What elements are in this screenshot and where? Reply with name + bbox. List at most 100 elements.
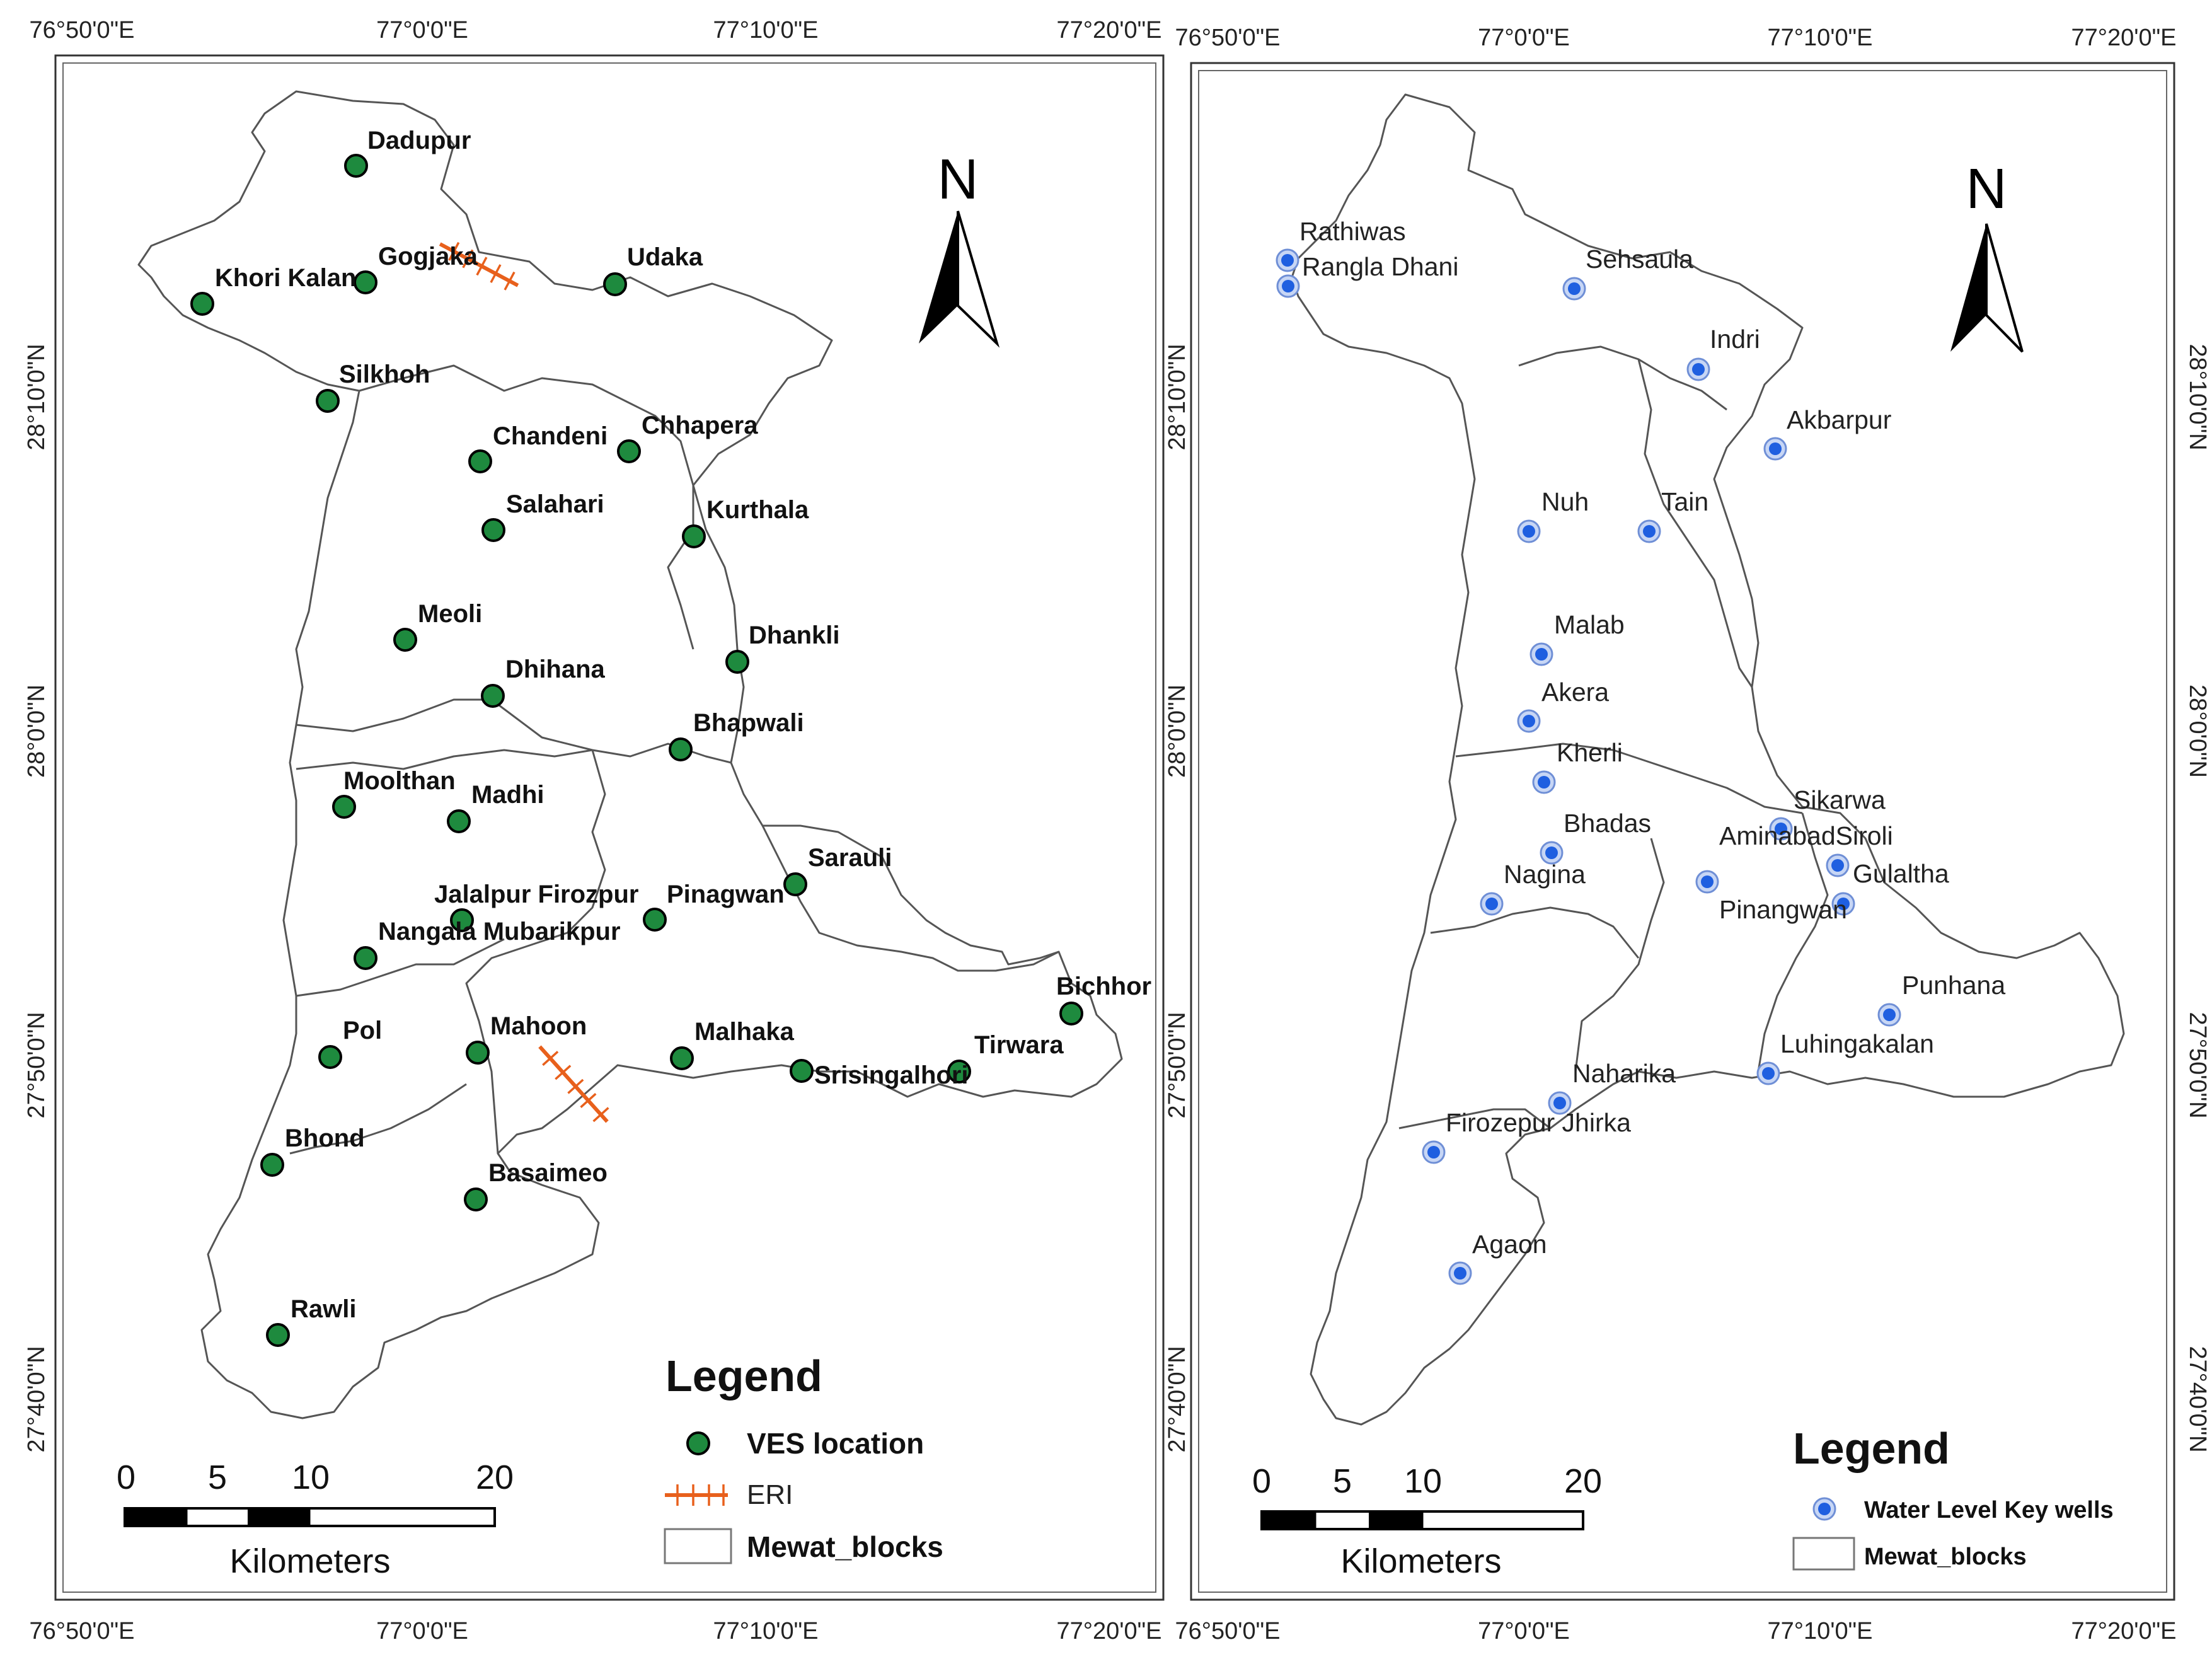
legend-blocks-symbol: [664, 1528, 732, 1564]
ves-label-basaimeo: Basaimeo: [488, 1159, 608, 1187]
legend-eri-label: ERI: [747, 1479, 793, 1510]
ves-point-rawli: Rawli: [266, 1295, 356, 1347]
ves-label-srisingalhori: Srisingalhori: [814, 1061, 969, 1089]
right-bottom-tick-4: 77°20'0"E: [2071, 1618, 2177, 1644]
left-scale-unit: Kilometers: [229, 1542, 390, 1580]
well-point-gulaltha-b: [1831, 892, 1855, 916]
well-points: Rathiwas Rangla Dhani Sehsaula Indri Akb…: [1276, 217, 2005, 1285]
ves-point-chandeni: Chandeni: [468, 422, 608, 473]
ves-point-basaimeo: Basaimeo: [464, 1159, 608, 1211]
right-block-border-6: [1430, 906, 1640, 959]
well-label-akera: Akera: [1541, 678, 1609, 707]
ves-label-bhond: Bhond: [285, 1124, 365, 1152]
ves-point-mahoon: Mahoon: [466, 1012, 587, 1065]
ves-label-nangala-mubarikpur: Nangala Mubarikpur: [378, 918, 621, 945]
right-bottom-tick-1: 76°50'0"E: [1175, 1618, 1281, 1644]
legend-right-blocks-symbol: [1792, 1537, 1855, 1571]
left-top-tick-1: 76°50'0"E: [30, 17, 135, 43]
ves-point-bhond: Bhond: [260, 1124, 365, 1177]
right-top-tick-2: 77°0'0"E: [1478, 25, 1570, 51]
right-lat-tick-3b: 27°50'0"N: [2184, 1012, 2211, 1118]
ves-label-silkhoh: Silkhoh: [339, 361, 430, 388]
left-block-border-4: [465, 749, 606, 1154]
ves-point-silkhoh: Silkhoh: [316, 361, 430, 413]
right-bottom-tick-3: 77°10'0"E: [1768, 1618, 1873, 1644]
ves-label-chhapera: Chhapera: [642, 412, 758, 439]
well-label-rathiwas: Rathiwas: [1299, 217, 1406, 246]
left-scale-10: 10: [292, 1459, 330, 1496]
right-scale-20: 20: [1564, 1462, 1602, 1500]
right-scale-5: 5: [1333, 1462, 1352, 1500]
left-legend-title: Legend: [665, 1351, 822, 1401]
well-point-nagina: Nagina: [1480, 860, 1586, 916]
right-block-border-5: [1757, 812, 1829, 1072]
ves-label-gogjaka: Gogjaka: [378, 243, 478, 270]
well-label-rangla-dhani: Rangla Dhani: [1302, 252, 1458, 281]
well-point-kherli: Kherli: [1532, 738, 1623, 794]
well-point-sehsaula: Sehsaula: [1562, 245, 1693, 301]
legend-ves-label: VES location: [747, 1427, 924, 1460]
left-north-arrow-shape: [919, 211, 958, 344]
left-legend: Legend VES location ERI Mewat_blocks: [664, 1351, 943, 1564]
ves-point-malhaka: Malhaka: [670, 1018, 795, 1070]
ves-point-moolthan: Moolthan: [332, 767, 456, 819]
well-point-naharika: Naharika: [1548, 1059, 1676, 1115]
well-point-akbarpur: Akbarpur: [1763, 405, 1891, 461]
right-map-neatline: [1198, 70, 2167, 1593]
right-lat-tick-4: 27°40'0"N: [1164, 1346, 1190, 1452]
ves-point-dhihana: Dhihana: [481, 656, 606, 708]
eri-line-mahoon: [538, 1045, 609, 1123]
well-label-bhadas: Bhadas: [1564, 809, 1651, 838]
well-label-gulaltha: Gulaltha: [1853, 859, 1949, 888]
right-lat-tick-2b: 28°0'0"N: [2184, 685, 2211, 778]
left-bottom-tick-4: 77°20'0"E: [1057, 1618, 1162, 1644]
ves-point-jalalpur-firozpur: Jalalpur Firozpur: [434, 881, 639, 932]
well-point-sikarwa: Sikarwa: [1769, 785, 1886, 841]
ves-point-pol: Pol: [318, 1017, 382, 1069]
right-block-border-7: [1398, 1108, 1551, 1130]
ves-label-madhi: Madhi: [471, 781, 544, 809]
well-point-indri: Indri: [1686, 325, 1760, 381]
well-label-tain: Tain: [1661, 487, 1708, 516]
left-scale-5: 5: [208, 1459, 227, 1496]
right-lat-tick-4b: 27°40'0"N: [2184, 1346, 2211, 1452]
ves-point-tirwara: Tirwara: [947, 1031, 1064, 1083]
right-lat-tick-1b: 28°10'0"N: [2184, 344, 2211, 450]
ves-label-kurthala: Kurthala: [706, 496, 809, 524]
legend-blocks-label: Mewat_blocks: [747, 1530, 943, 1563]
legend-eri-symbol: [665, 1484, 728, 1506]
left-lat-tick-1: 28°10'0"N: [23, 344, 50, 450]
well-label-kherli: Kherli: [1557, 738, 1623, 767]
well-label-malab: Malab: [1554, 610, 1625, 639]
right-scale-10: 10: [1404, 1462, 1442, 1500]
well-label-nuh: Nuh: [1541, 487, 1589, 516]
right-top-tick-3: 77°10'0"E: [1768, 25, 1873, 51]
well-point-punhana: Punhana: [1877, 971, 2005, 1027]
well-label-punhana: Punhana: [1902, 971, 2005, 1000]
ves-point-meoli: Meoli: [393, 600, 482, 652]
ves-label-udaka: Udaka: [627, 243, 703, 271]
ves-label-mahoon: Mahoon: [490, 1012, 587, 1040]
ves-label-jalalpur-firozpur: Jalalpur Firozpur: [434, 881, 639, 908]
well-point-nuh: Nuh: [1517, 487, 1589, 543]
left-top-tick-4: 77°20'0"E: [1057, 17, 1162, 43]
left-top-tick-3: 77°10'0"E: [713, 17, 819, 43]
legend-ves-symbol: [686, 1431, 710, 1455]
ves-point-sarauli: Sarauli: [783, 844, 892, 896]
right-north-letter: N: [1966, 158, 2007, 221]
well-point-gulaltha: Gulaltha: [1826, 853, 1949, 888]
well-point-rathiwas: Rathiwas: [1276, 217, 1406, 272]
well-label-aminabadsiroli: AminabadSiroli: [1719, 821, 1893, 850]
right-north-arrow: N: [1950, 158, 2024, 353]
well-point-tain: Tain: [1637, 487, 1708, 543]
left-bottom-tick-2: 77°0'0"E: [376, 1618, 468, 1644]
ves-label-sarauli: Sarauli: [808, 844, 892, 872]
left-block-border-8: [667, 485, 694, 650]
ves-point-khori-kalan: Khori Kalan: [190, 264, 356, 316]
well-point-malab: Malab: [1529, 610, 1625, 666]
ves-point-kurthala: Kurthala: [682, 496, 809, 548]
ves-label-dhihana: Dhihana: [505, 656, 606, 683]
right-block-border-4: [1574, 838, 1665, 1072]
ves-label-moolthan: Moolthan: [343, 767, 456, 795]
